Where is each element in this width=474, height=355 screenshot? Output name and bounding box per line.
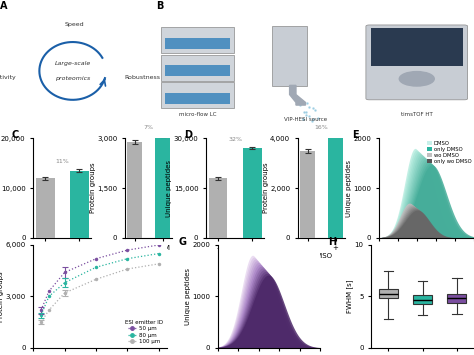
- X-axis label: log10 intensity [iBAQ]: log10 intensity [iBAQ]: [388, 253, 465, 260]
- Text: timsTOF HT: timsTOF HT: [401, 111, 433, 116]
- Text: 11%: 11%: [55, 159, 69, 164]
- Y-axis label: Unique peptides: Unique peptides: [346, 160, 352, 217]
- Text: 32%: 32%: [228, 137, 242, 142]
- PathPatch shape: [413, 295, 432, 304]
- FancyBboxPatch shape: [371, 28, 463, 66]
- Text: H: H: [328, 237, 336, 247]
- Text: Large-scale: Large-scale: [55, 61, 91, 66]
- Legend: DMSO, only DMSO, wo DMSO, only wo DMSO: DMSO, only DMSO, wo DMSO, only wo DMSO: [428, 141, 471, 164]
- Circle shape: [399, 72, 434, 86]
- FancyBboxPatch shape: [161, 82, 234, 108]
- Text: Robustness: Robustness: [124, 75, 160, 80]
- Text: 16%: 16%: [315, 125, 328, 130]
- Text: Sensitivity: Sensitivity: [0, 75, 17, 80]
- Text: B: B: [156, 1, 164, 11]
- Bar: [209, 178, 228, 238]
- FancyBboxPatch shape: [272, 26, 307, 86]
- FancyBboxPatch shape: [165, 38, 230, 49]
- Y-axis label: Protein groups: Protein groups: [0, 271, 4, 322]
- Bar: [328, 133, 343, 238]
- Text: E: E: [352, 131, 359, 141]
- Text: Speed: Speed: [64, 22, 84, 27]
- FancyBboxPatch shape: [165, 65, 230, 76]
- Bar: [300, 151, 315, 238]
- Bar: [127, 142, 142, 238]
- Y-axis label: Unique peptides: Unique peptides: [166, 160, 173, 217]
- FancyBboxPatch shape: [366, 25, 468, 100]
- Text: C: C: [11, 131, 18, 141]
- FancyBboxPatch shape: [161, 27, 234, 53]
- PathPatch shape: [447, 294, 466, 302]
- Legend: 50 μm, 80 μm, 100 μm: 50 μm, 80 μm, 100 μm: [124, 319, 164, 345]
- Text: VIP-HESI source: VIP-HESI source: [284, 117, 327, 122]
- X-axis label: DMSO: DMSO: [225, 253, 246, 259]
- Text: A: A: [0, 1, 8, 11]
- Bar: [36, 178, 55, 238]
- Bar: [70, 171, 89, 238]
- Y-axis label: Unique peptides: Unique peptides: [184, 268, 191, 325]
- Y-axis label: FWHM [s]: FWHM [s]: [346, 280, 353, 313]
- Y-axis label: Protein groups: Protein groups: [90, 163, 96, 213]
- Text: D: D: [184, 131, 192, 141]
- Text: 7%: 7%: [144, 125, 154, 130]
- Text: proteomics: proteomics: [55, 76, 90, 81]
- FancyBboxPatch shape: [161, 55, 234, 81]
- FancyBboxPatch shape: [165, 93, 230, 104]
- X-axis label: DMSO: DMSO: [311, 253, 332, 259]
- Text: G: G: [179, 237, 187, 247]
- Polygon shape: [290, 85, 306, 105]
- Text: micro-flow LC: micro-flow LC: [179, 111, 216, 116]
- Bar: [243, 148, 262, 238]
- Y-axis label: Protein groups: Protein groups: [263, 163, 269, 213]
- Bar: [155, 135, 170, 238]
- PathPatch shape: [379, 289, 398, 299]
